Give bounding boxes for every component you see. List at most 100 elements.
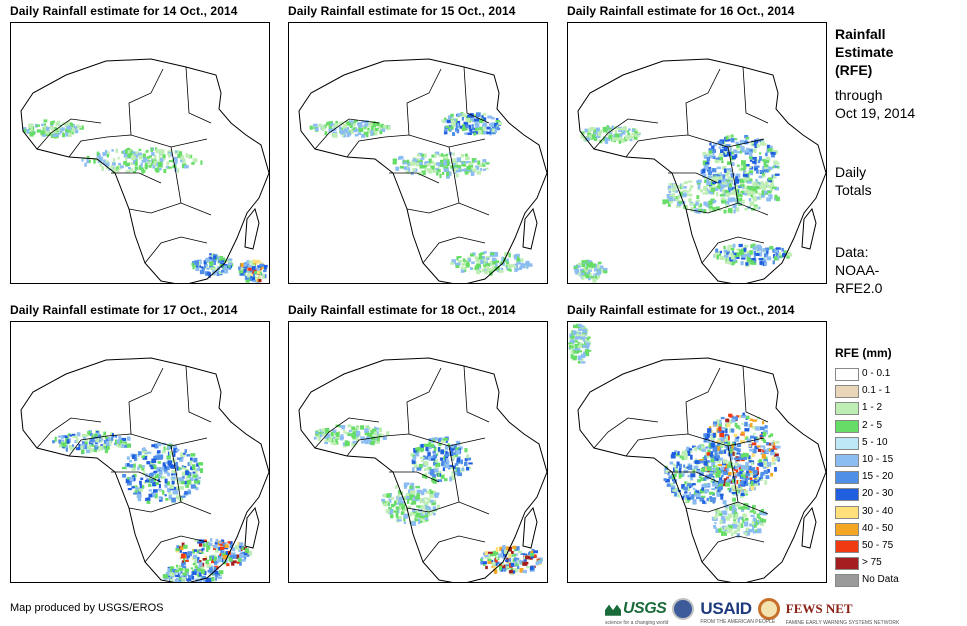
- rainfall-cell: [764, 425, 768, 429]
- rainfall-cell: [676, 461, 680, 466]
- rainfall-cell: [466, 165, 471, 171]
- rainfall-cell: [428, 444, 432, 450]
- rainfall-cell: [209, 556, 213, 561]
- rainfall-cell: [690, 454, 693, 460]
- rainfall-cell: [186, 476, 189, 480]
- rainfall-cell: [195, 487, 199, 491]
- rainfall-cell: [221, 268, 227, 272]
- rainfall-cell: [725, 171, 730, 175]
- rainfall-cell: [668, 188, 672, 191]
- rainfall-cell: [677, 451, 680, 456]
- rainfall-cell: [484, 553, 489, 557]
- rainfall-cell: [492, 252, 498, 257]
- rainfall-cell: [183, 544, 188, 549]
- rainfall-cell: [732, 155, 736, 160]
- rainfall-cell: [36, 124, 40, 127]
- country-border: [742, 365, 769, 423]
- rainfall-cell: [727, 197, 733, 203]
- rainfall-cell: [722, 165, 727, 170]
- rainfall-cell: [225, 260, 229, 263]
- rainfall-cell: [697, 187, 701, 191]
- map-canvas: [568, 323, 826, 582]
- rainfall-cell: [168, 492, 172, 496]
- rainfall-cell: [150, 147, 153, 153]
- rainfall-cell: [666, 199, 671, 204]
- rainfall-cell: [445, 458, 449, 462]
- rainfall-cell: [718, 208, 722, 212]
- rainfall-cell: [627, 132, 631, 136]
- rainfall-cell: [734, 416, 738, 421]
- rainfall-cell: [740, 190, 745, 194]
- rainfall-cell: [578, 336, 583, 339]
- rainfall-cell: [439, 173, 442, 179]
- rainfall-cell: [444, 453, 449, 457]
- rainfall-cell: [516, 569, 519, 572]
- rainfall-cell: [760, 445, 766, 448]
- rainfall-cell: [205, 559, 209, 565]
- rainfall-cell: [315, 431, 319, 434]
- rainfall-cell: [708, 443, 712, 448]
- rainfall-cell: [757, 528, 762, 534]
- rainfall-cell: [720, 149, 724, 154]
- rainfall-cell: [714, 452, 718, 457]
- rainfall-cell: [483, 265, 486, 271]
- rainfall-cell: [733, 149, 736, 152]
- rainfall-cell: [69, 434, 72, 437]
- rainfall-cell: [727, 419, 733, 424]
- rainfall-cell: [726, 435, 729, 440]
- rainfall-cell: [58, 439, 62, 444]
- rainfall-cell: [451, 465, 456, 470]
- rainfall-cell: [146, 161, 152, 164]
- rainfall-cell: [762, 420, 765, 425]
- rainfall-cell: [690, 476, 694, 481]
- rainfall-cell: [725, 507, 728, 511]
- rainfall-cell: [743, 177, 748, 181]
- rainfall-cell: [224, 265, 229, 270]
- rainfall-cell: [481, 268, 486, 273]
- rainfall-cell: [152, 163, 156, 169]
- rainfall-cell: [91, 435, 94, 439]
- rainfall-cell: [707, 151, 711, 157]
- rainfall-cell: [735, 436, 740, 439]
- rainfall-cell: [243, 268, 247, 273]
- rainfall-cell: [189, 460, 193, 465]
- rainfall-cell: [168, 494, 172, 499]
- rainfall-cell: [96, 151, 100, 156]
- rainfall-cell: [597, 261, 602, 265]
- rainfall-cell: [398, 505, 401, 510]
- rainfall-cell: [516, 260, 521, 265]
- rainfall-cell: [759, 462, 764, 467]
- legend-swatch: [835, 574, 859, 588]
- rainfall-cell: [324, 124, 327, 129]
- rainfall-cell: [759, 426, 765, 431]
- rainfall-cell: [742, 173, 748, 177]
- rainfall-cell: [466, 261, 470, 266]
- rainfall-cell: [767, 190, 772, 194]
- rainfall-cell: [162, 462, 166, 467]
- rainfall-cell: [318, 123, 323, 128]
- rainfall-cell: [318, 428, 322, 432]
- rainfall-cell: [727, 244, 733, 248]
- rainfall-cell: [710, 198, 715, 203]
- rainfall-cell: [580, 133, 585, 139]
- rainfall-cell: [324, 131, 328, 136]
- rainfall-cell: [215, 538, 218, 543]
- rainfall-cell: [471, 118, 476, 123]
- rainfall-cell: [464, 168, 469, 173]
- rainfall-cell: [82, 443, 85, 449]
- rainfall-cell: [743, 140, 749, 145]
- rainfall-cell: [338, 126, 342, 131]
- rainfall-cell: [680, 192, 683, 197]
- rainfall-cell: [132, 170, 137, 174]
- rainfall-cell: [137, 496, 142, 502]
- rainfall-cell: [171, 478, 177, 481]
- rainfall-cell: [215, 269, 220, 273]
- rainfall-cell: [89, 438, 95, 443]
- rainfall-cell: [116, 439, 120, 444]
- rainfall-cell: [489, 261, 494, 266]
- rainfall-cell: [532, 565, 535, 570]
- rainfall-cell: [494, 260, 500, 263]
- rainfall-cell: [739, 179, 745, 183]
- rainfall-cell: [365, 123, 369, 126]
- country-border: [593, 118, 659, 150]
